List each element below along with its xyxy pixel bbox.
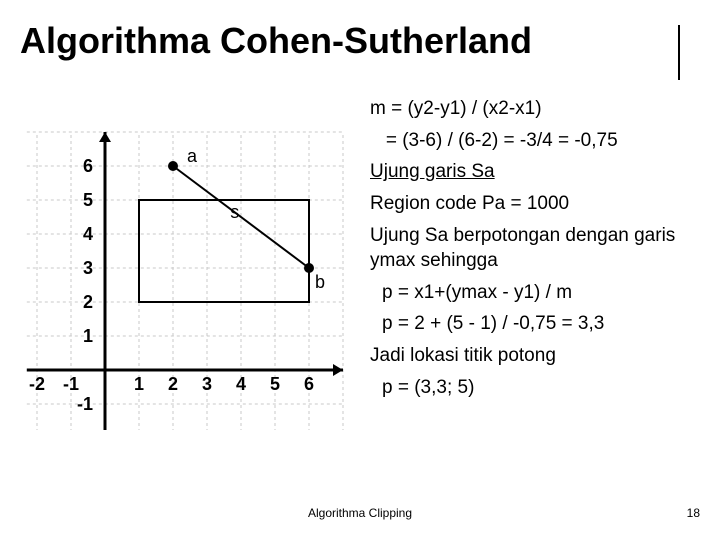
y-tick-label: 4 [83,224,93,244]
label-a: a [187,146,198,166]
y-tick-label: 3 [83,258,93,278]
y-tick-label: -2 [77,428,93,430]
point-a [168,161,178,171]
x-tick-label: 6 [304,374,314,394]
result-point: p = (3,3; 5) [382,375,710,401]
slide-number: 18 [687,506,700,520]
formula-slope: m = (y2-y1) / (x2-x1) [370,96,710,122]
formula-slope-eval: = (3-6) / (6-2) = -3/4 = -0,75 [370,128,710,154]
x-tick-label: 2 [168,374,178,394]
y-tick-label: 1 [83,326,93,346]
x-tick-label: 5 [270,374,280,394]
explanation-text: m = (y2-y1) / (x2-x1) = (3-6) / (6-2) = … [370,90,710,406]
x-tick-label: 1 [134,374,144,394]
clip-window [139,200,309,302]
x-tick-label: -1 [63,374,79,394]
footer-text: Algorithma Clipping [0,506,720,520]
y-tick-label: 2 [83,292,93,312]
line-ab [173,166,309,268]
intersection-note: Ujung Sa berpotongan dengan garis ymax s… [370,223,710,274]
label-b: b [315,272,325,292]
result-heading: Jadi lokasi titik potong [370,343,710,369]
y-tick-label: 6 [83,156,93,176]
x-tick-label: 3 [202,374,212,394]
x-tick-label: 4 [236,374,246,394]
side-decoration [678,25,680,80]
label-s: s [230,202,239,222]
y-tick-label: -1 [77,394,93,414]
heading-endpoint-sa: Ujung garis Sa [370,159,710,185]
x-tick-label: -2 [29,374,45,394]
coordinate-graph: -2 -1 1 2 3 4 5 6 -2 -1 1 2 3 4 5 6 a s b [15,90,345,430]
formula-p-eval: p = 2 + (5 - 1) / -0,75 = 3,3 [382,311,710,337]
point-b [304,263,314,273]
slide-title: Algorithma Cohen-Sutherland [20,20,532,62]
formula-p: p = x1+(ymax - y1) / m [382,280,710,306]
region-code: Region code Pa = 1000 [370,191,710,217]
y-tick-label: 5 [83,190,93,210]
